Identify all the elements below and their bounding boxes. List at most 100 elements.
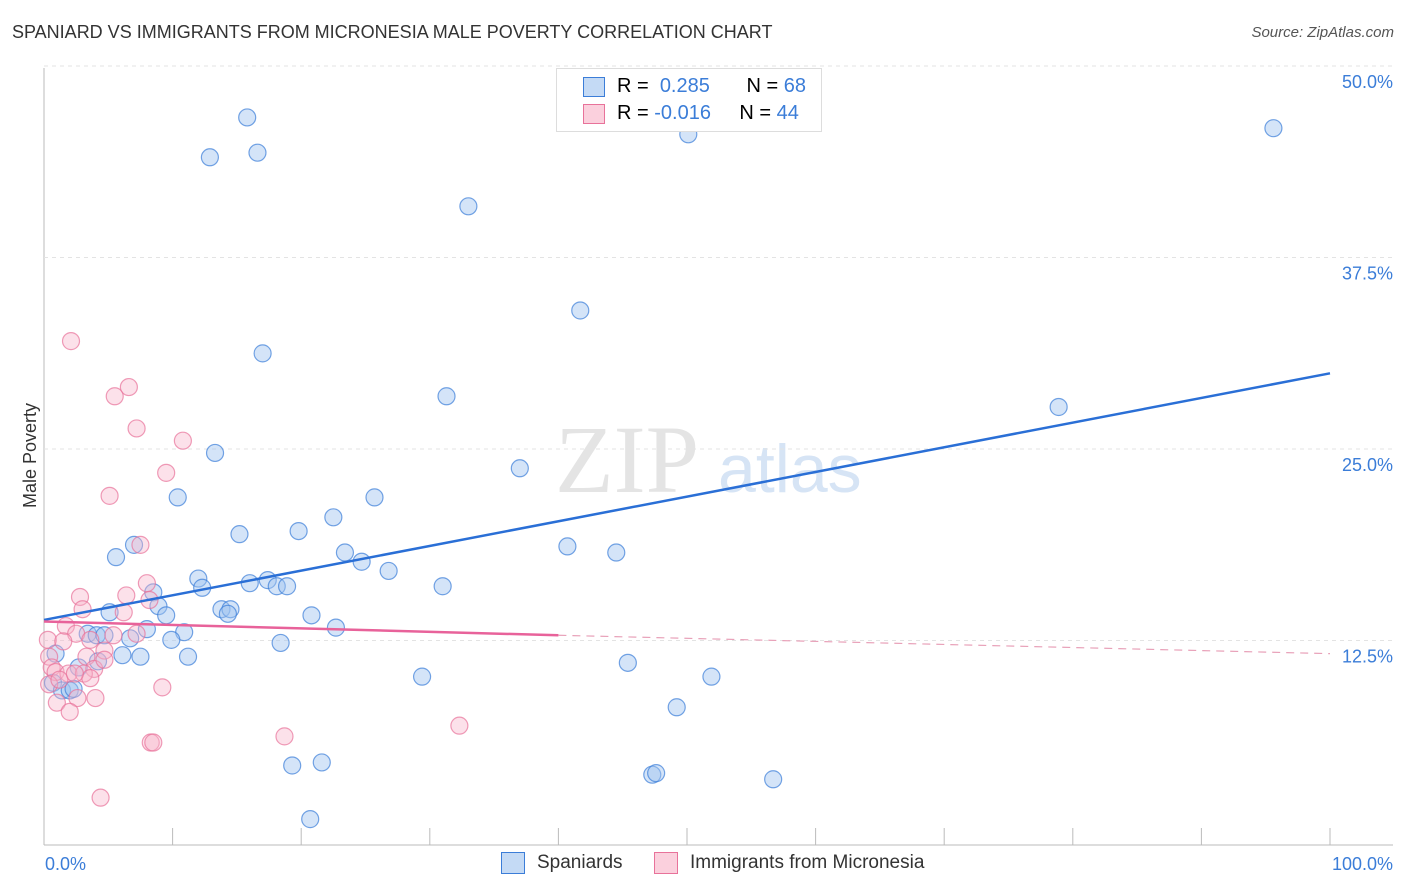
micronesia-point <box>91 788 110 807</box>
spaniards-point <box>106 548 126 567</box>
spaniards-point <box>459 197 478 216</box>
spaniards-point <box>433 577 452 596</box>
micronesia-trendline-extension <box>558 634 1331 655</box>
micronesia-point <box>47 693 66 712</box>
spaniards-point <box>301 810 320 829</box>
spaniards-point <box>238 108 257 127</box>
spaniards-trendline <box>43 372 1331 622</box>
legend-row-spaniards: R = 0.285 N = 68 <box>583 75 806 98</box>
legend-swatch-pink <box>583 103 605 124</box>
spaniards-point <box>558 537 577 556</box>
spaniards-point <box>205 443 225 463</box>
legend-box: R = 0.285 N = 68 R = -0.016 N = 44 <box>556 68 822 132</box>
spaniards-point <box>764 770 783 789</box>
spaniards-point <box>178 647 198 666</box>
x-tick-min: 0.0% <box>45 854 86 874</box>
spaniards-point <box>607 543 626 562</box>
y-tick-label: 50.0% <box>1342 72 1393 92</box>
micronesia-point <box>38 630 57 649</box>
legend-swatch-pink <box>654 852 678 874</box>
micronesia-point <box>119 377 138 397</box>
spaniards-point <box>702 667 721 686</box>
spaniards-point <box>365 488 384 507</box>
micronesia-point <box>50 670 69 689</box>
spaniards-point <box>131 647 150 666</box>
spaniards-point <box>1049 397 1068 417</box>
n-label: N = <box>746 75 779 97</box>
n-label: N = <box>739 102 772 124</box>
spaniards-point <box>124 535 144 554</box>
r-value: -0.016 <box>654 102 711 124</box>
micronesia-point <box>100 486 119 505</box>
micronesia-point <box>81 630 100 649</box>
spaniards-point <box>267 577 286 596</box>
spaniards-point <box>571 301 590 320</box>
watermark-atlas: atlas <box>718 431 862 507</box>
micronesia-point <box>95 650 114 669</box>
micronesia-point <box>61 332 81 351</box>
spaniards-point <box>647 764 666 783</box>
spaniards-point <box>283 756 302 775</box>
spaniards-point <box>1264 119 1283 138</box>
bottom-legend-micronesia: Immigrants from Micronesia <box>654 852 924 874</box>
spaniards-point <box>437 387 456 406</box>
spaniards-point <box>335 543 355 562</box>
micronesia-point <box>157 463 176 482</box>
micronesia-trendline <box>43 620 559 637</box>
spaniards-point <box>324 508 343 527</box>
micronesia-point <box>144 733 163 752</box>
y-tick-label: 37.5% <box>1342 264 1393 284</box>
spaniards-point <box>510 459 529 478</box>
micronesia-point <box>450 716 469 735</box>
r-label: R = <box>617 102 649 124</box>
y-tick-label: 25.0% <box>1342 455 1393 475</box>
spaniards-point <box>289 521 308 541</box>
legend-label: Immigrants from Micronesia <box>690 852 925 873</box>
micronesia-point <box>60 702 79 721</box>
micronesia-point <box>68 688 87 708</box>
spaniards-point <box>248 143 267 162</box>
spaniards-point <box>218 604 237 623</box>
legend-label: Spaniards <box>537 852 623 873</box>
micronesia-point <box>117 586 136 605</box>
micronesia-point <box>85 659 104 679</box>
micronesia-point <box>127 624 146 643</box>
y-axis-label: Male Poverty <box>20 402 41 509</box>
spaniards-point <box>253 344 272 363</box>
spaniards-point <box>200 148 219 167</box>
spaniards-point <box>618 653 637 672</box>
spaniards-point <box>271 633 290 653</box>
micronesia-point <box>137 574 156 593</box>
spaniards-point <box>162 630 181 649</box>
micronesia-point <box>65 664 84 683</box>
y-tick-label: 12.5% <box>1342 647 1393 667</box>
spaniards-point <box>326 618 346 637</box>
spaniards-point <box>113 646 132 665</box>
spaniards-point <box>667 698 686 717</box>
micronesia-point <box>40 675 59 694</box>
spaniards-point <box>277 577 297 596</box>
spaniards-point <box>302 606 321 625</box>
spaniards-point <box>379 561 398 581</box>
legend-swatch-blue <box>583 76 605 97</box>
micronesia-point <box>81 669 100 688</box>
spaniards-point <box>352 552 371 571</box>
r-value: 0.285 <box>659 75 710 97</box>
source-label: Source: ZipAtlas.com <box>1251 24 1394 41</box>
micronesia-point <box>275 727 294 746</box>
micronesia-point <box>104 626 123 645</box>
n-value: 44 <box>776 102 799 124</box>
spaniards-point <box>189 569 208 588</box>
micronesia-point <box>131 535 150 554</box>
micronesia-point <box>73 600 92 619</box>
legend-row-micronesia: R = -0.016 N = 44 <box>583 102 799 125</box>
micronesia-point <box>105 387 124 406</box>
micronesia-point <box>95 641 114 660</box>
r-label: R = <box>617 75 649 97</box>
spaniards-point <box>157 606 176 625</box>
x-tick-max: 100.0% <box>1332 854 1393 874</box>
micronesia-point <box>153 678 172 697</box>
n-value: 68 <box>783 75 806 97</box>
micronesia-point <box>40 647 59 666</box>
